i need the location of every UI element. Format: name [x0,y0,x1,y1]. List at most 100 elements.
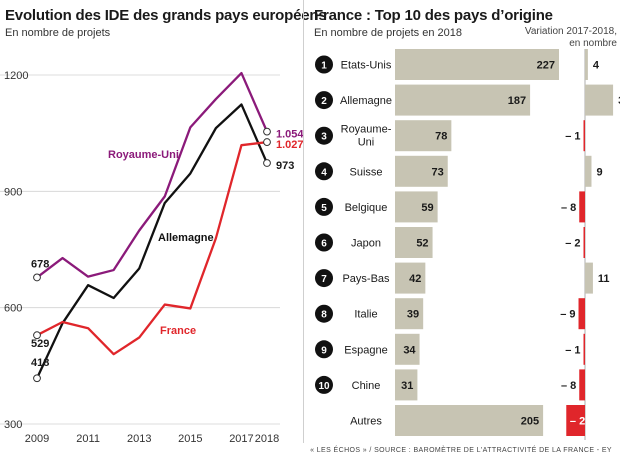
value-label: 205 [521,416,539,428]
end-point-marker [263,127,271,136]
value-label: 34 [403,344,416,356]
variation-bar [566,405,585,436]
start-point-marker [33,273,41,282]
variation-label: – 9 [560,309,575,321]
variation-bar [579,191,585,223]
right-chart-title: France : Top 10 des pays d’origine [314,7,553,24]
start-point-marker [33,331,41,340]
rank-badge [315,126,333,145]
series-line-france [36,140,268,356]
category-label: Allemagne [340,95,392,107]
category-label: Royaume- [341,124,392,136]
variation-label: 4 [593,60,600,72]
end-value-label: 973 [276,160,294,172]
x-tick-label: 2015 [178,433,202,445]
variation-bar [579,369,585,401]
end-point-marker [263,159,271,167]
left-chart-title: Evolution des IDE des grands pays europé… [5,7,327,24]
rank-badge [315,91,333,110]
rank-badge [315,233,333,252]
value-bar [395,333,420,365]
variation-label: – 2 [565,238,580,250]
rank-badge [315,340,333,359]
value-label: 227 [537,60,555,72]
y-tick-label: 1200 [4,70,28,82]
value-bar [395,262,426,294]
category-label: Espagne [344,344,387,356]
variation-label: – 1 [565,131,580,143]
value-bar [395,227,433,258]
variation-bar [583,120,585,152]
rank-number: 4 [321,167,327,178]
variation-bar [583,227,585,258]
variation-header: Variation 2017-2018, [525,26,617,37]
value-bar [395,155,448,187]
value-label: 42 [409,273,421,285]
variation-label: 9 [596,166,602,178]
category-label: Japon [351,238,381,250]
category-label: Autres [350,416,382,428]
start-point-marker [33,374,41,383]
series-name-label: Royaume-Uni [108,149,179,161]
start-value-label: 418 [31,357,49,369]
variation-header: en nombre [569,38,617,49]
value-bar [395,405,544,436]
variation-bar [583,333,585,365]
category-label: Pays-Bas [342,273,390,285]
value-label: 39 [407,309,419,321]
value-label: 187 [508,95,526,107]
variation-label: – 26 [570,416,591,428]
y-tick-label: 900 [4,186,22,198]
source-note: « LES ÉCHOS » / SOURCE : BAROMÈTRE DE L'… [310,447,612,454]
rank-number: 8 [321,310,327,321]
panel-divider [303,0,304,443]
value-bar [395,49,559,80]
category-label: Suisse [349,166,382,178]
variation-bar [585,262,593,294]
rank-number: 2 [321,96,327,107]
value-bar [395,369,418,401]
x-tick-label: 2013 [127,433,151,445]
variation-label: – 8 [561,202,576,214]
series-name-label: Allemagne [158,232,214,244]
value-bar [395,84,531,116]
rank-number: 3 [321,132,327,143]
x-tick-label: 2011 [76,433,100,445]
rank-number: 7 [321,274,327,285]
rank-badge [315,304,333,323]
value-label: 52 [416,238,428,250]
variation-label: – 8 [561,380,576,392]
rank-number: 6 [321,239,327,250]
variation-bar [585,84,614,116]
y-tick-label: 600 [4,303,22,315]
value-label: 78 [435,131,447,143]
rank-number: 10 [318,381,330,392]
value-label: 73 [431,166,443,178]
value-label: 31 [401,380,413,392]
value-bar [395,120,452,152]
value-bar [395,298,424,330]
series-line-allemagne [35,103,269,379]
x-tick-label: 2017 [229,433,253,445]
value-bar [395,191,438,223]
x-tick-label: 2018 [255,433,279,445]
x-tick-label: 2009 [25,433,49,445]
rank-badge [315,162,333,181]
left-chart-subtitle: En nombre de projets [5,27,111,39]
rank-badge [315,375,333,394]
line-chart: 300 600 900 1200 2009 2011 2013 2015 2017 2018 678… [0,70,303,445]
series-name-label: France [160,325,196,337]
rank-badge [315,55,333,74]
end-point-marker [263,138,271,146]
category-label: Chine [352,380,381,392]
series-line-royaume-uni [36,71,269,279]
variation-label: – 1 [565,344,580,356]
rank-badge [315,197,333,216]
y-tick-label: 300 [4,419,22,431]
start-value-label: 678 [31,258,49,270]
variation-bar [585,155,592,187]
rank-number: 5 [321,203,327,214]
end-value-label: 1.027 [276,139,303,151]
right-chart-subtitle: En nombre de projets en 2018 [314,27,462,39]
rank-number: 1 [321,61,327,72]
